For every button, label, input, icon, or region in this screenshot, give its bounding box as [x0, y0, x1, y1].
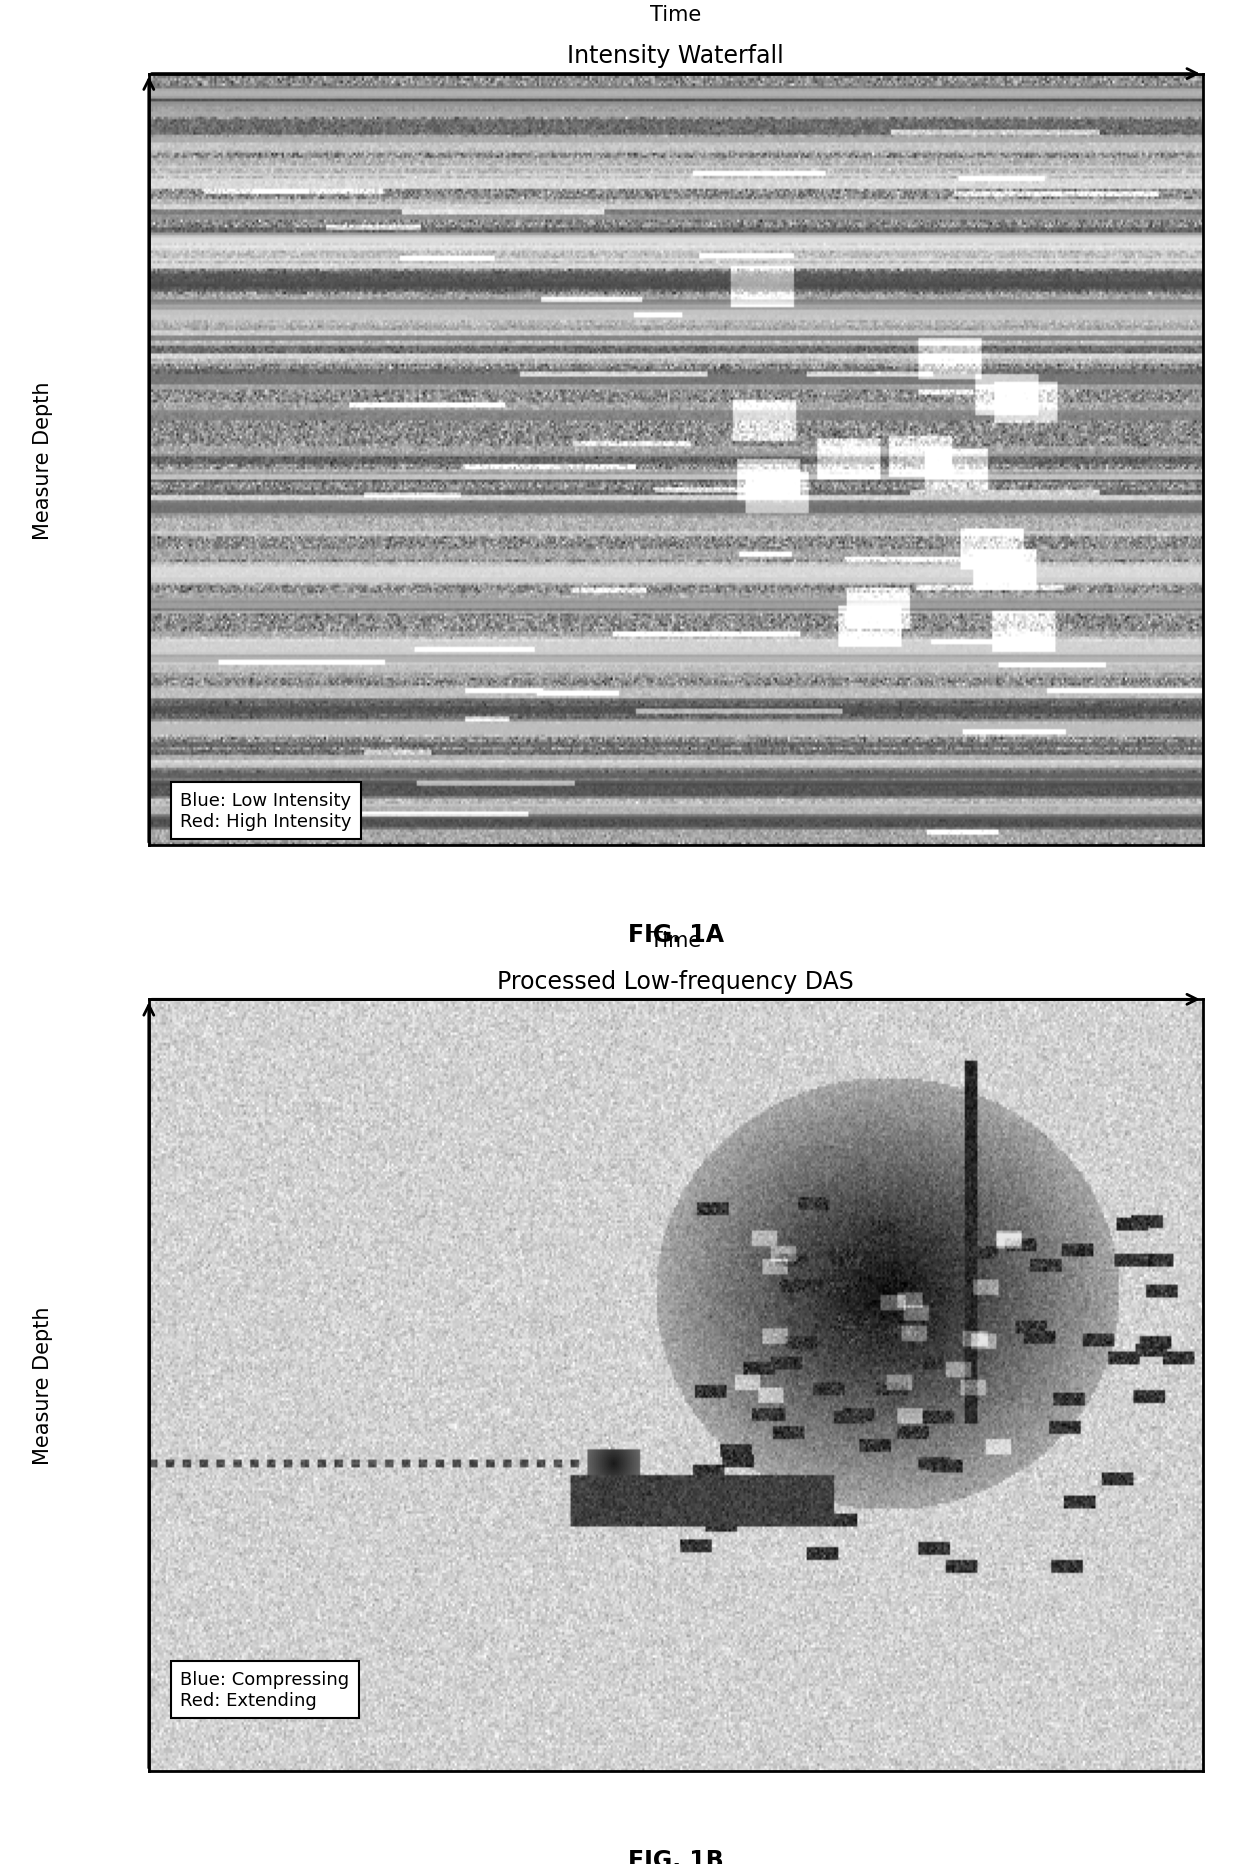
Text: Time: Time: [650, 930, 702, 951]
Text: Measure Depth: Measure Depth: [33, 1307, 53, 1465]
Text: Blue: Compressing
Red: Extending: Blue: Compressing Red: Extending: [181, 1670, 350, 1709]
Title: Intensity Waterfall: Intensity Waterfall: [568, 45, 784, 69]
Title: Processed Low-frequency DAS: Processed Low-frequency DAS: [497, 969, 854, 994]
Text: FIG. 1B: FIG. 1B: [627, 1847, 724, 1864]
Text: Blue: Low Intensity
Red: High Intensity: Blue: Low Intensity Red: High Intensity: [181, 792, 352, 829]
Text: Measure Depth: Measure Depth: [33, 380, 53, 539]
Text: FIG. 1A: FIG. 1A: [627, 923, 724, 947]
Text: Time: Time: [650, 6, 702, 24]
